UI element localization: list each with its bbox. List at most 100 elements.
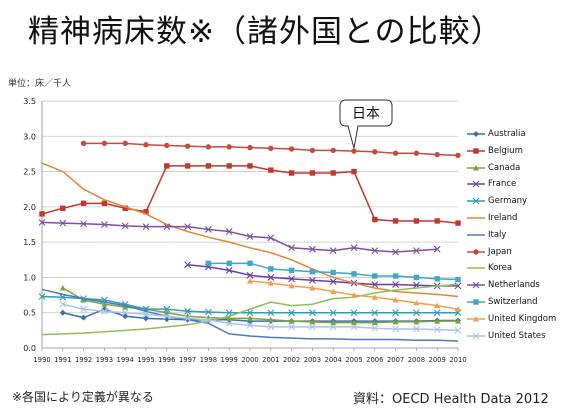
legend-swatch: [467, 267, 485, 270]
legend-swatch: [467, 315, 485, 322]
data-point: [225, 319, 233, 327]
data-point: [288, 309, 295, 317]
data-point: [455, 220, 461, 226]
data-point: [392, 218, 399, 224]
legend-label: United States: [488, 330, 546, 341]
data-point: [184, 163, 191, 169]
data-point: [433, 326, 441, 334]
data-point: [226, 260, 232, 267]
data-point: [205, 316, 212, 324]
series-line-belgium: [41, 165, 459, 224]
series-canada: [59, 285, 461, 326]
series-france: [184, 261, 462, 290]
data-point: [39, 211, 45, 217]
data-point: [329, 323, 337, 331]
data-point: [288, 146, 295, 152]
data-point: [143, 209, 149, 215]
callout-label: 日本: [352, 106, 380, 122]
data-point: [330, 319, 337, 326]
data-point: [413, 325, 420, 333]
data-point: [330, 170, 336, 176]
legend-marker: [472, 332, 480, 339]
legend-marker: [473, 131, 479, 137]
x-tick-label: 2001: [262, 356, 279, 364]
data-point: [288, 323, 295, 331]
series-line-italy: [41, 288, 459, 342]
y-tick-label: 1.0: [23, 273, 36, 282]
legend-swatch: [467, 234, 485, 236]
data-point: [413, 218, 420, 224]
legend-item-france: France: [466, 176, 562, 193]
data-point: [60, 205, 66, 211]
x-tick-label: 1996: [158, 356, 175, 364]
data-point: [122, 304, 129, 310]
data-point: [288, 267, 295, 274]
data-point: [372, 216, 378, 223]
data-point: [122, 140, 128, 147]
series-united-states: [59, 300, 462, 334]
data-point: [247, 144, 253, 151]
data-point: [101, 221, 108, 228]
legend-marker: [472, 281, 480, 289]
data-point: [392, 281, 399, 288]
legend-marker: [472, 197, 480, 205]
data-point: [80, 200, 87, 207]
data-point: [143, 142, 149, 148]
data-point: [371, 247, 379, 255]
data-point: [309, 276, 316, 284]
data-point: [142, 310, 150, 318]
legend-label: Australia: [488, 129, 526, 139]
data-point: [309, 170, 316, 176]
legend-label: France: [488, 179, 517, 190]
series-korea: [41, 283, 459, 336]
legend-label: Netherlands: [488, 280, 540, 291]
data-point: [247, 260, 253, 267]
data-point: [80, 314, 87, 321]
data-point: [351, 292, 357, 298]
data-point: [309, 285, 316, 291]
data-point: [246, 322, 254, 329]
data-point: [268, 145, 274, 151]
data-point: [164, 142, 170, 149]
data-point: [143, 315, 149, 322]
data-point: [372, 273, 378, 279]
legend-label: Germany: [488, 196, 528, 207]
data-point: [413, 309, 420, 317]
data-point: [163, 305, 171, 313]
data-point: [267, 323, 275, 331]
data-point: [267, 274, 275, 281]
legend-label: Korea: [488, 263, 513, 274]
series-japan: [80, 140, 461, 159]
data-point: [413, 299, 420, 306]
legend-label: Belgium: [488, 145, 523, 156]
data-point: [329, 309, 337, 317]
data-point: [225, 228, 233, 235]
data-point: [101, 307, 108, 315]
data-point: [330, 288, 337, 295]
x-tick-label: 1993: [96, 356, 113, 364]
data-point: [101, 301, 108, 307]
legend-item-italy: Italy: [466, 227, 562, 244]
data-point: [350, 309, 358, 317]
data-point: [392, 318, 399, 325]
legend-label: Italy: [488, 229, 507, 240]
data-point: [392, 325, 399, 333]
data-point: [454, 326, 462, 334]
data-point: [80, 305, 87, 313]
data-point: [267, 234, 275, 242]
data-point: [205, 308, 212, 316]
data-point: [433, 245, 441, 253]
data-point: [371, 324, 379, 332]
data-point: [226, 144, 232, 150]
y-tick-label: 3.0: [23, 132, 36, 141]
series-line-united-states: [62, 303, 459, 332]
data-point: [184, 307, 191, 315]
data-point: [434, 276, 440, 282]
data-point: [371, 309, 379, 317]
data-point: [101, 200, 108, 207]
legend-item-japan: Japan: [466, 244, 562, 261]
data-point: [413, 318, 420, 325]
japan-callout: 日本: [339, 99, 393, 149]
data-point: [455, 276, 461, 283]
legend-marker: [473, 315, 479, 322]
